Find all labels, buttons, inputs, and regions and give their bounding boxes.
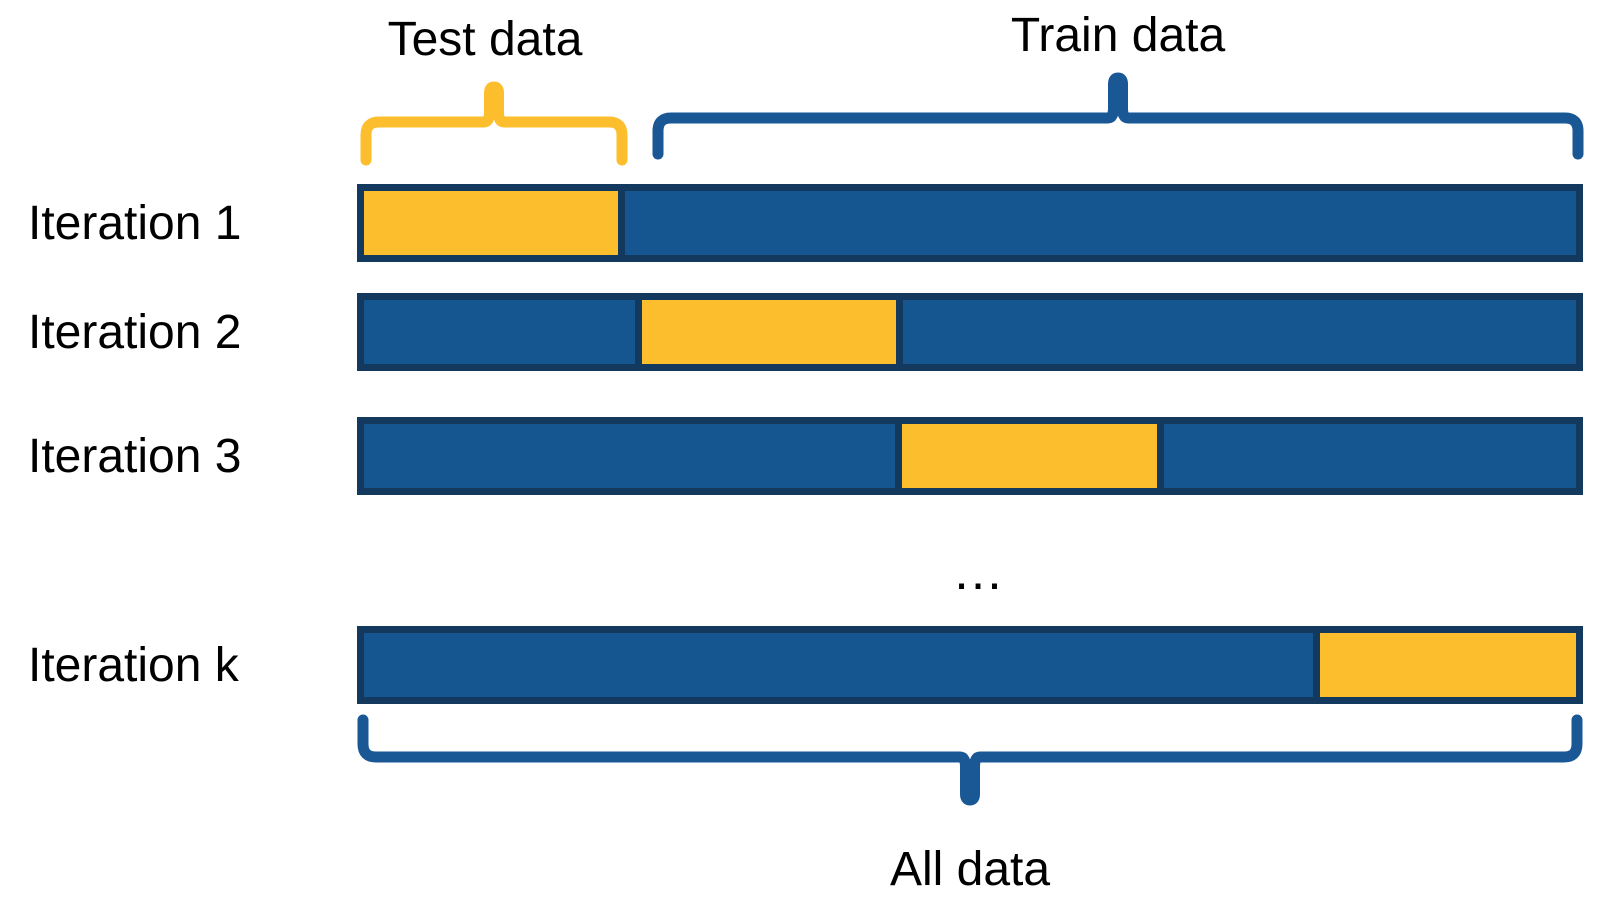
iteration-label: Iteration 2 <box>28 306 242 359</box>
all-data-label: All data <box>889 843 1051 896</box>
data-bar <box>357 417 1583 495</box>
data-bar <box>357 293 1583 371</box>
iteration-label: Iteration 3 <box>28 430 242 483</box>
test-data-segment <box>635 300 904 364</box>
test-data-label: Test data <box>387 13 583 66</box>
test-data-segment <box>1312 633 1576 697</box>
train-data-label: Train data <box>1010 9 1226 62</box>
iteration-label: Iteration 1 <box>28 197 242 250</box>
iteration-label: Iteration k <box>28 639 239 692</box>
test-data-segment <box>364 191 625 255</box>
test-data-segment <box>894 424 1164 488</box>
test-data-brace <box>360 81 628 166</box>
all-data-brace <box>357 714 1583 806</box>
train-data-brace <box>652 72 1584 160</box>
data-bar <box>357 184 1583 262</box>
ellipsis: … <box>952 543 1004 601</box>
data-bar <box>357 626 1583 704</box>
